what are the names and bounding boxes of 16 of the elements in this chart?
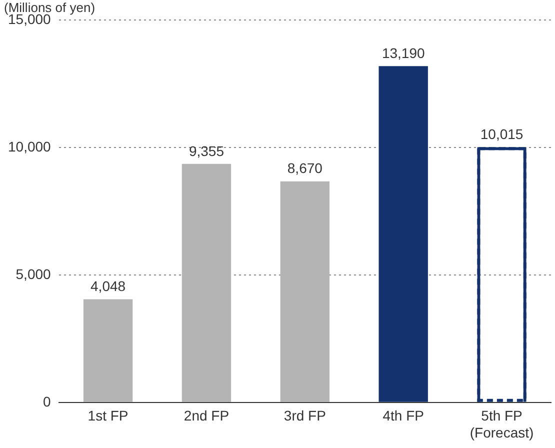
y-tick-label: 5,000 [16,266,52,282]
bar [182,164,232,402]
data-label: 4,048 [90,278,126,294]
x-tick-label: 1st FP [88,408,128,424]
data-label: 8,670 [287,160,323,176]
data-label: 9,355 [188,142,224,159]
data-label: 10,015 [480,126,524,142]
y-tick-label: 10,000 [8,138,52,154]
x-tick-label: 5th FP (Forecast) [470,408,534,440]
x-tick-label: 4th FP [382,408,424,424]
bar [83,299,133,402]
x-tick-label: 3rd FP [284,408,326,424]
x-tick-label: 2nd FP [184,408,230,424]
y-tick-label: 0 [43,393,52,410]
data-label: 13,190 [382,45,425,61]
bar [280,181,330,402]
